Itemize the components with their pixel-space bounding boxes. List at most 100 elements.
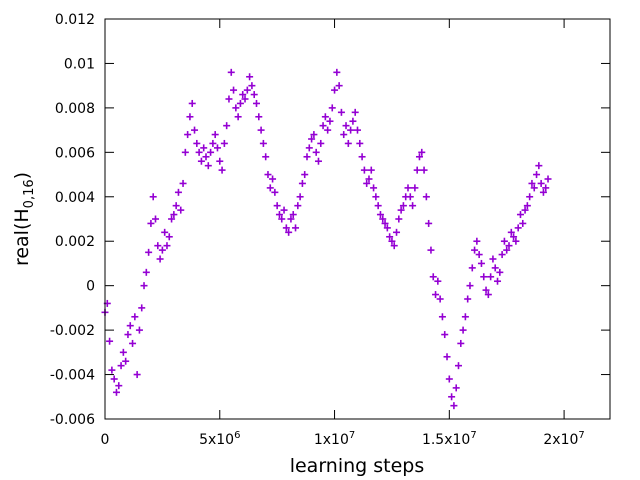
data-point (280, 206, 288, 214)
data-point (544, 175, 552, 183)
data-point (452, 384, 460, 392)
data-point (372, 193, 380, 201)
data-point (266, 184, 274, 192)
y-axis-label-close: ) (11, 172, 33, 179)
data-point (427, 246, 435, 254)
data-point (140, 282, 148, 290)
data-point (494, 277, 502, 285)
data-point (489, 255, 497, 263)
data-point (255, 113, 263, 121)
y-tick-label: -0.006 (50, 412, 95, 428)
data-point (138, 304, 146, 312)
data-point (530, 184, 538, 192)
data-point (152, 215, 159, 223)
data-point (158, 246, 166, 254)
data-point (448, 393, 456, 401)
data-point (142, 268, 150, 276)
data-point (418, 148, 426, 156)
data-point (429, 273, 437, 281)
data-point (335, 82, 343, 90)
data-point (480, 273, 488, 281)
data-point (124, 331, 132, 339)
data-point (425, 219, 433, 227)
data-point (292, 224, 300, 232)
data-point (200, 144, 208, 152)
data-point (379, 215, 387, 223)
data-point (112, 388, 120, 396)
data-point (207, 148, 215, 156)
data-point (516, 211, 524, 219)
y-axis-label: real(H0,16) (11, 172, 37, 266)
data-point (289, 211, 297, 219)
data-point (374, 202, 382, 210)
data-point (131, 313, 139, 321)
data-point (195, 148, 203, 156)
data-point (188, 99, 196, 107)
data-point (386, 233, 394, 241)
data-point (464, 295, 472, 303)
data-point (500, 237, 508, 245)
data-point (220, 139, 228, 147)
data-point (108, 366, 116, 374)
data-point (528, 179, 536, 187)
data-point (179, 179, 187, 187)
data-point (218, 166, 226, 174)
data-point (333, 68, 341, 76)
data-point (314, 157, 322, 165)
data-point (312, 148, 320, 156)
data-point (331, 86, 339, 94)
data-point (438, 313, 446, 321)
data-point (243, 86, 251, 94)
data-point (539, 188, 547, 196)
data-point (271, 188, 279, 196)
data-point (133, 371, 141, 379)
data-point (227, 68, 235, 76)
data-point (441, 331, 449, 339)
data-point (282, 224, 290, 232)
data-point (216, 157, 224, 165)
data-point (537, 179, 545, 187)
data-point (484, 291, 492, 299)
data-point (319, 122, 327, 130)
data-point (149, 193, 157, 201)
data-point (365, 175, 373, 183)
data-point (512, 237, 520, 245)
data-point (354, 126, 361, 134)
data-point (411, 184, 419, 192)
data-point (321, 113, 329, 121)
x-axis-label: learning steps (290, 455, 425, 477)
data-point (168, 215, 176, 223)
data-point (106, 337, 114, 345)
data-point (236, 99, 244, 107)
data-point (344, 139, 352, 147)
data-point (308, 135, 316, 143)
data-point (117, 362, 125, 370)
data-point (461, 313, 469, 321)
data-point (197, 157, 205, 165)
data-point (445, 375, 453, 383)
data-point (264, 171, 272, 179)
data-point (542, 184, 550, 192)
data-point (126, 322, 134, 330)
data-point (482, 286, 490, 294)
data-point (154, 242, 162, 250)
data-point (225, 95, 233, 103)
y-axis-label-subscript: 0,16 (22, 179, 37, 208)
data-point (432, 291, 440, 299)
data-point (262, 153, 270, 161)
data-point (466, 282, 474, 290)
data-point (406, 193, 414, 201)
data-point (473, 237, 481, 245)
data-point (230, 86, 238, 94)
data-point (305, 144, 313, 152)
data-point (526, 193, 534, 201)
x-tick-label: 5x106 (199, 430, 240, 448)
data-point (213, 144, 221, 152)
data-point (259, 139, 267, 147)
y-tick-labels: -0.006 -0.004 -0.002 0 0.002 0.004 0.006 0.008 0… (50, 12, 95, 428)
data-point (507, 228, 515, 236)
data-point (347, 126, 355, 134)
data-point (397, 206, 405, 214)
data-point (360, 166, 368, 174)
